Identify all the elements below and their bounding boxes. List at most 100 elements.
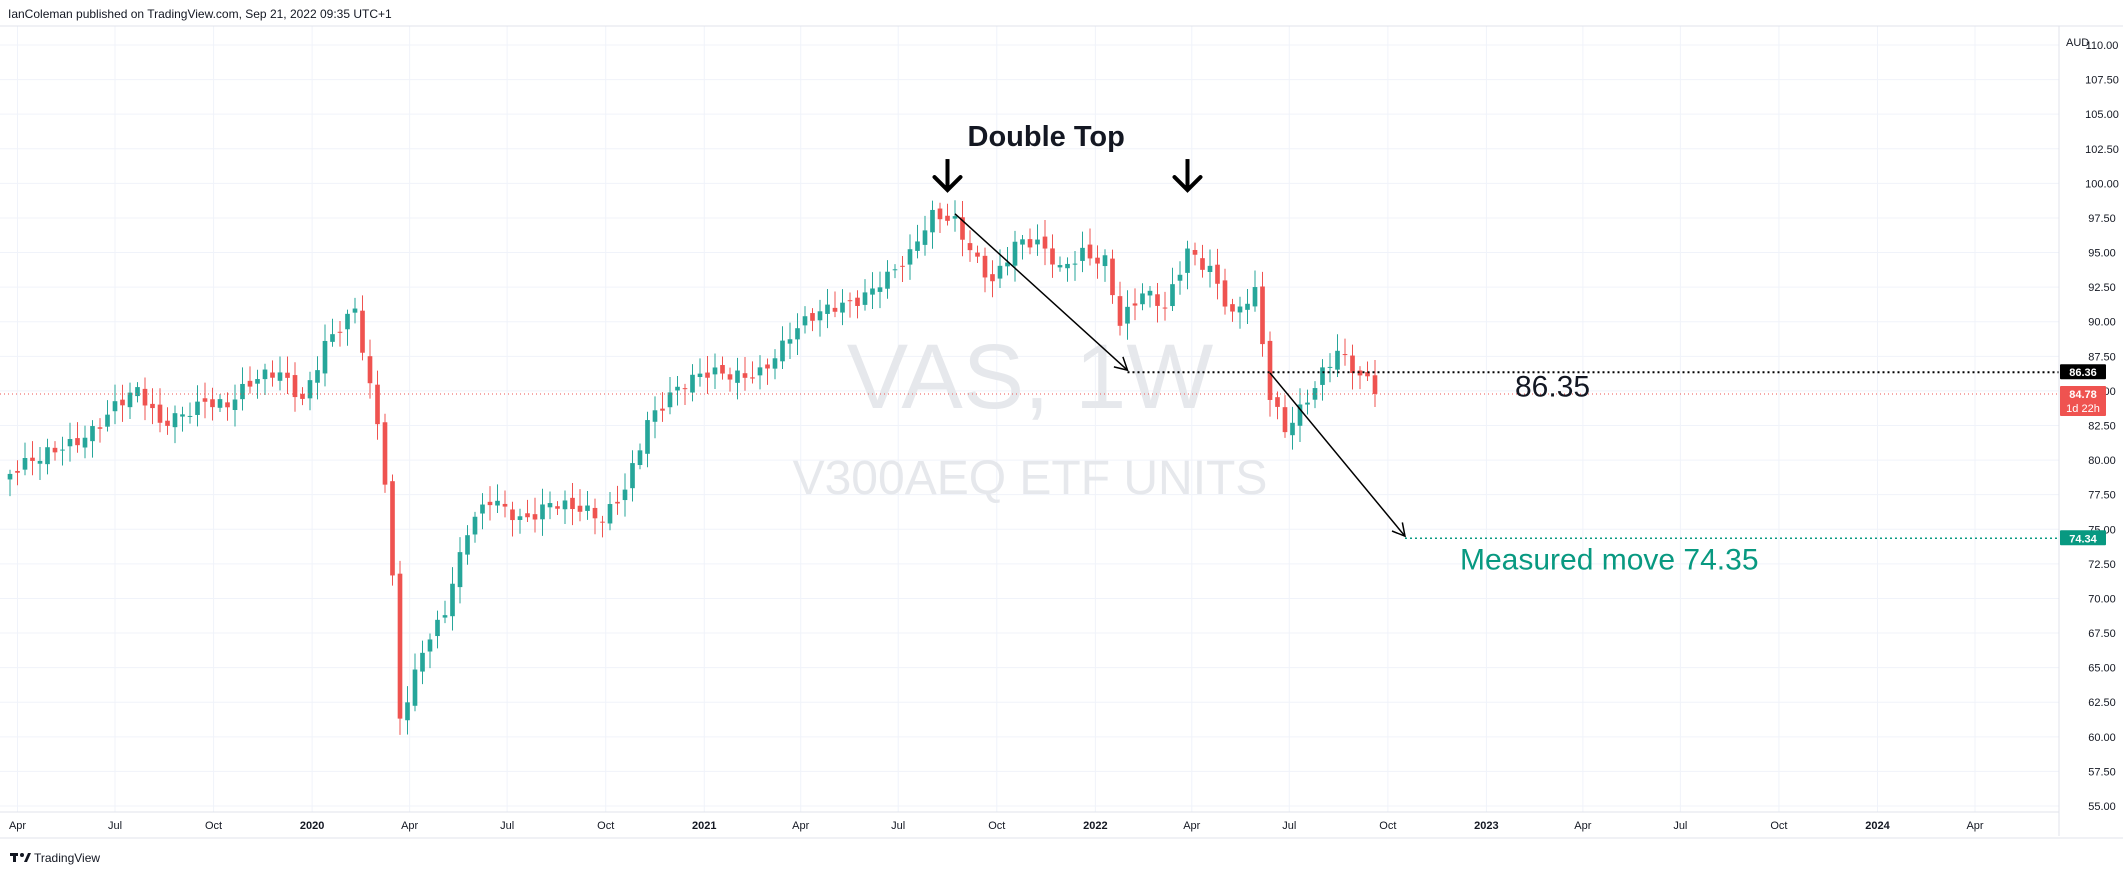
- candle: [367, 339, 373, 399]
- candle: [255, 369, 260, 399]
- candle-body: [337, 331, 343, 333]
- candle-body: [67, 439, 73, 447]
- y-tick-label: 57.50: [2088, 766, 2116, 778]
- candle: [277, 356, 283, 391]
- candle: [817, 299, 823, 337]
- candle-body: [922, 230, 928, 245]
- candle-body: [172, 413, 178, 428]
- candle-body: [735, 370, 740, 383]
- x-tick-label: Jul: [500, 820, 514, 832]
- candle: [1072, 250, 1078, 281]
- candle: [1170, 267, 1175, 312]
- candle: [112, 384, 118, 425]
- arrow-head: [1391, 522, 1406, 538]
- candle-body: [292, 375, 298, 398]
- candle-body: [1162, 307, 1168, 309]
- candle: [510, 501, 515, 537]
- x-tick-label: Apr: [9, 820, 26, 832]
- candle: [1132, 288, 1138, 321]
- candle: [885, 260, 890, 299]
- candle: [622, 473, 628, 517]
- candle: [1110, 249, 1115, 304]
- last-price-label-bg: [2060, 385, 2106, 416]
- candle: [892, 264, 898, 279]
- candle: [262, 363, 268, 395]
- candle-body: [1155, 294, 1160, 306]
- candle-body: [75, 438, 80, 446]
- candle: [1230, 298, 1235, 322]
- candle: [937, 202, 943, 233]
- candle: [240, 367, 245, 411]
- candle-body: [472, 516, 478, 535]
- candle: [1275, 391, 1280, 420]
- candle-body: [652, 410, 658, 422]
- candle-body: [1072, 263, 1078, 265]
- x-tick-label: Oct: [1770, 820, 1787, 832]
- candle: [592, 498, 598, 535]
- candle: [495, 484, 500, 514]
- candle: [480, 493, 485, 530]
- candle: [1372, 360, 1378, 408]
- candle: [157, 388, 163, 433]
- candle: [1297, 388, 1303, 443]
- candle: [22, 442, 28, 476]
- candle-body: [225, 402, 230, 408]
- candle: [712, 353, 718, 389]
- candle-body: [1245, 303, 1250, 310]
- candle: [412, 653, 418, 712]
- x-tick-label: 2020: [300, 820, 324, 832]
- candle-body: [442, 615, 448, 618]
- candle: [825, 288, 830, 329]
- y-tick-label: 77.50: [2088, 490, 2116, 502]
- candle: [360, 295, 365, 361]
- y-tick-label: 110.00: [2086, 40, 2119, 52]
- candle-body: [952, 216, 958, 219]
- candle: [780, 326, 785, 370]
- neckline-price-label-bg: [2060, 364, 2106, 380]
- candle-body: [345, 313, 350, 330]
- candle: [1350, 344, 1355, 390]
- candle: [922, 215, 928, 256]
- y-tick-label: 65.00: [2088, 663, 2116, 675]
- candle: [907, 234, 913, 280]
- candle-body: [1102, 255, 1108, 267]
- candle: [847, 292, 853, 318]
- candle-body: [615, 501, 620, 504]
- candle: [795, 313, 800, 355]
- candle: [667, 377, 673, 415]
- candle-body: [367, 356, 373, 384]
- candle: [52, 441, 58, 461]
- candle-body: [1312, 388, 1318, 400]
- candle-body: [1350, 355, 1355, 374]
- candle: [967, 230, 973, 262]
- candle-body: [1125, 306, 1130, 324]
- candle-body: [570, 497, 575, 510]
- candle: [210, 387, 215, 421]
- candle: [1327, 353, 1333, 383]
- candle-body: [1275, 397, 1280, 407]
- neckline-price-label-text: 86.36: [2069, 367, 2097, 379]
- candle: [930, 200, 935, 249]
- candle-body: [1012, 241, 1018, 266]
- tradingview-brand[interactable]: TradingView: [10, 851, 100, 865]
- candle: [975, 245, 980, 264]
- candle-body: [360, 310, 365, 353]
- candle: [390, 474, 395, 586]
- candle-body: [262, 369, 268, 380]
- candle-body: [1372, 375, 1378, 394]
- candle-body: [52, 447, 58, 453]
- candle: [217, 394, 223, 412]
- candle-body: [825, 304, 830, 314]
- arrow-head: [1172, 175, 1203, 193]
- candle: [67, 422, 73, 462]
- candle-body: [247, 380, 253, 387]
- candle: [1102, 249, 1108, 282]
- candle-body: [1282, 407, 1288, 433]
- candle-body: [892, 269, 898, 271]
- measured-price-label-bg: [2060, 530, 2106, 546]
- x-tick-label: Apr: [792, 820, 809, 832]
- candle-body: [285, 372, 290, 378]
- candle: [270, 360, 275, 387]
